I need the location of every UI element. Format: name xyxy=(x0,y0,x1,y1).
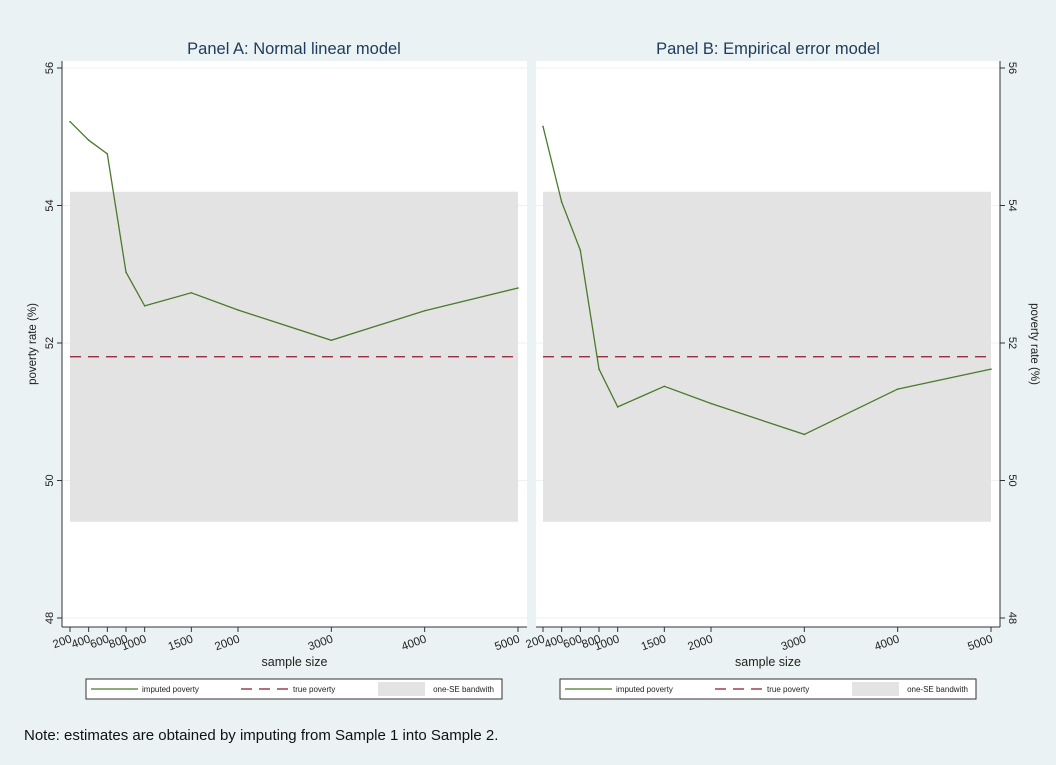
imputed-poverty-point-600 xyxy=(106,153,109,155)
imputed-poverty-point-800 xyxy=(125,271,127,273)
imputed-poverty-point-4000 xyxy=(423,309,426,312)
x-tick-label-5000: 5000 xyxy=(966,633,994,653)
panel-title: Panel A: Normal linear model xyxy=(187,40,401,58)
figure-note: Note: estimates are obtained by imputing… xyxy=(24,727,499,744)
imputed-poverty-point-400 xyxy=(87,139,90,141)
y-tick-label-52: 52 xyxy=(1006,337,1018,349)
y-tick-label-56: 56 xyxy=(44,62,56,74)
legend-label-true: true poverty xyxy=(293,685,335,694)
imputed-poverty-point-1500 xyxy=(190,292,193,294)
y-tick-label-48: 48 xyxy=(44,612,56,624)
imputed-poverty-point-1500 xyxy=(663,385,666,388)
x-tick-label-1500: 1500 xyxy=(167,633,195,653)
x-tick-label-4000: 4000 xyxy=(873,633,901,653)
imputed-poverty-point-600 xyxy=(579,249,582,251)
imputed-poverty-point-1000 xyxy=(143,305,146,307)
x-tick-label-3000: 3000 xyxy=(307,633,335,653)
y-tick-label-56: 56 xyxy=(1006,62,1018,74)
imputed-poverty-point-400 xyxy=(560,201,563,203)
legend-swatch-band xyxy=(852,682,899,696)
legend-label-imputed: imputed poverty xyxy=(142,685,199,694)
y-tick-label-50: 50 xyxy=(1006,474,1018,486)
y-axis-label: poverty rate (%) xyxy=(27,303,39,385)
imputed-poverty-point-1000 xyxy=(616,406,619,408)
imputed-poverty-point-200 xyxy=(542,125,544,128)
y-tick-label-50: 50 xyxy=(44,474,56,486)
legend-label-band: one-SE bandwith xyxy=(907,685,968,694)
x-tick-label-2000: 2000 xyxy=(686,633,714,653)
y-tick-label-48: 48 xyxy=(1006,612,1018,624)
imputed-poverty-point-3000 xyxy=(330,339,333,342)
y-axis-label: poverty rate (%) xyxy=(1028,303,1040,385)
x-axis-label: sample size xyxy=(262,655,328,669)
legend-label-band: one-SE bandwith xyxy=(433,685,494,694)
imputed-poverty-point-5000 xyxy=(990,368,992,370)
x-tick-label-1500: 1500 xyxy=(640,633,668,653)
legend-label-true: true poverty xyxy=(767,685,809,694)
panel-title: Panel B: Empirical error model xyxy=(656,40,880,58)
imputed-poverty-line xyxy=(69,121,519,341)
imputed-poverty-point-3000 xyxy=(803,433,806,436)
y-tick-label-54: 54 xyxy=(1006,199,1018,211)
legend-swatch-band xyxy=(378,682,425,696)
imputed-poverty-point-800 xyxy=(598,368,600,370)
imputed-poverty-point-2000 xyxy=(710,402,712,405)
imputed-poverty-line xyxy=(542,126,992,436)
x-tick-label-3000: 3000 xyxy=(780,633,808,653)
y-tick-label-54: 54 xyxy=(44,199,56,211)
imputed-poverty-point-2000 xyxy=(237,309,239,311)
x-tick-label-2000: 2000 xyxy=(213,633,241,653)
legend-label-imputed: imputed poverty xyxy=(616,685,673,694)
x-tick-label-4000: 4000 xyxy=(400,633,428,653)
x-tick-label-5000: 5000 xyxy=(493,633,521,653)
y-tick-label-52: 52 xyxy=(44,337,56,349)
imputed-poverty-point-4000 xyxy=(896,388,899,390)
x-axis-label: sample size xyxy=(735,655,801,669)
imputed-poverty-point-200 xyxy=(69,120,71,123)
imputed-poverty-point-5000 xyxy=(517,287,519,289)
